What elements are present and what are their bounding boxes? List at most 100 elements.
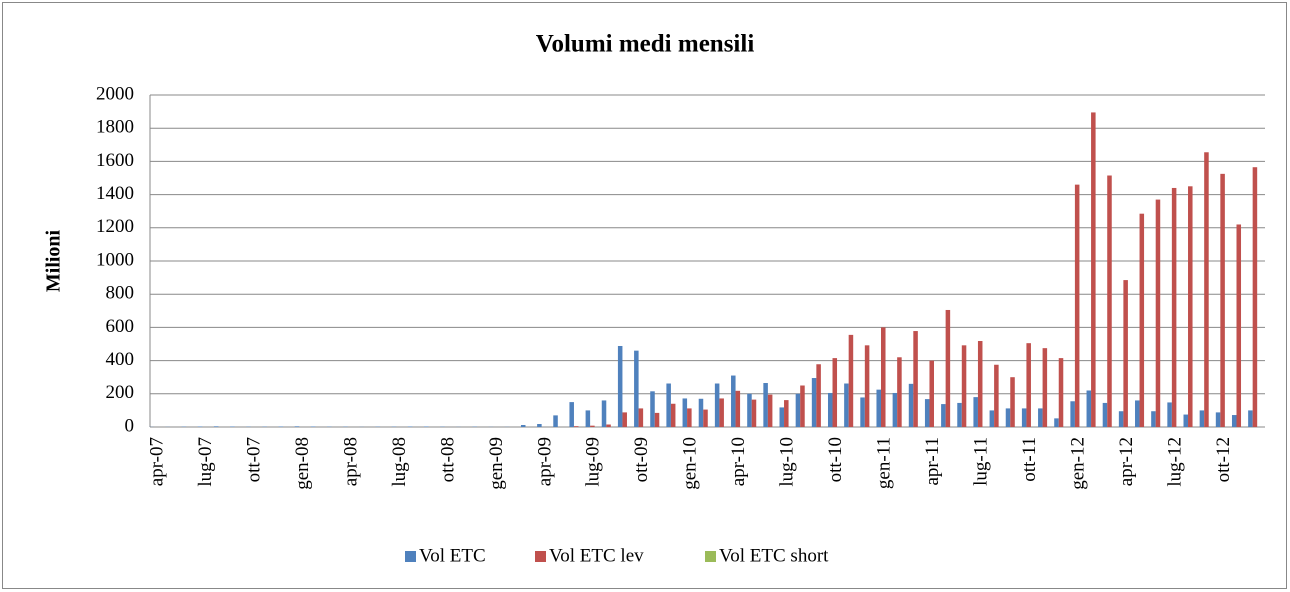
bar (913, 331, 918, 427)
bar (1199, 410, 1205, 427)
bar (573, 426, 579, 427)
bar (844, 383, 849, 427)
bar (897, 357, 902, 427)
bar (601, 400, 607, 427)
y-tick-label: 1600 (96, 150, 134, 171)
bar (1038, 408, 1043, 427)
bar (945, 309, 951, 427)
bar (763, 383, 768, 427)
x-tick-label: lug-10 (777, 437, 798, 487)
bar (811, 378, 817, 427)
bar (1086, 390, 1092, 427)
bar (860, 397, 865, 427)
bar (816, 364, 821, 427)
bar (892, 392, 898, 427)
y-tick-label: 1800 (96, 117, 134, 138)
bar (779, 407, 785, 427)
x-tick-label: gen-11 (874, 437, 895, 489)
bar (961, 345, 967, 427)
bar (1010, 377, 1015, 427)
y-tick-label: 1200 (96, 216, 134, 237)
y-axis-label: Milioni (43, 229, 65, 292)
bar (989, 410, 995, 427)
bar (800, 385, 805, 427)
bar (832, 358, 838, 427)
x-tick-label: lug-09 (583, 437, 604, 487)
bar (784, 400, 789, 427)
bar (682, 398, 688, 427)
bar (1118, 411, 1124, 427)
bar (1102, 402, 1108, 427)
bar (1042, 348, 1048, 427)
bar (908, 383, 914, 427)
bar (973, 397, 978, 427)
bar (634, 350, 639, 427)
y-tick-label: 1400 (96, 183, 134, 204)
bar (731, 375, 736, 427)
bar (1188, 186, 1193, 427)
bar (622, 412, 627, 427)
bar (1123, 280, 1128, 427)
bar (650, 391, 655, 427)
y-tick-label: 600 (106, 316, 135, 337)
legend-label: Vol ETC lev (549, 545, 644, 566)
bar (714, 383, 720, 427)
y-tick-label: 200 (106, 382, 135, 403)
x-tick-label: ott-11 (1019, 437, 1040, 482)
bar (1107, 175, 1112, 427)
bar (941, 404, 946, 427)
x-tick-label: ott-10 (825, 437, 846, 482)
x-tick-label: ott-08 (437, 437, 458, 482)
bar (1135, 400, 1140, 427)
bar (1021, 408, 1027, 427)
bar (1231, 415, 1237, 427)
x-tick-label: apr-07 (146, 437, 167, 486)
bar (977, 341, 983, 427)
bar (957, 402, 962, 427)
legend-label: Vol ETC (419, 545, 486, 566)
x-tick-label: apr-12 (1116, 437, 1137, 486)
bar (1171, 187, 1177, 427)
bar (929, 360, 934, 427)
bar (553, 415, 558, 427)
bar (670, 403, 676, 427)
bar (1204, 152, 1209, 427)
bar (294, 426, 300, 427)
bar (590, 425, 595, 427)
bar (827, 392, 833, 427)
bar (703, 409, 708, 427)
bar (638, 408, 644, 427)
y-tick-label: 400 (106, 349, 135, 370)
bar (994, 364, 999, 427)
y-tick-label: 0 (125, 415, 135, 436)
legend-swatch (535, 551, 546, 562)
bar (848, 334, 854, 427)
x-tick-label: ott-07 (243, 437, 264, 482)
bar (569, 402, 574, 427)
x-tick-label: gen-08 (292, 437, 313, 490)
chart-title: Volumi medi mensili (536, 31, 755, 58)
x-tick-label: gen-10 (680, 437, 701, 490)
bar (1151, 411, 1156, 427)
bar (876, 389, 881, 427)
bar (1054, 418, 1059, 427)
x-tick-label: apr-08 (340, 437, 361, 486)
bar (1155, 199, 1161, 427)
bar (864, 345, 870, 427)
legend-swatch (405, 551, 416, 562)
bar (1005, 408, 1011, 427)
bar (1026, 343, 1031, 427)
bar (585, 410, 591, 427)
bar (654, 412, 660, 427)
x-tick-label: lug-11 (971, 437, 992, 486)
bar (1236, 224, 1242, 427)
bar (1183, 414, 1189, 427)
x-tick-label: apr-11 (922, 437, 943, 486)
bar (213, 426, 219, 427)
bar (687, 408, 692, 427)
bar (1058, 358, 1064, 427)
bar (1074, 184, 1080, 427)
bar (537, 424, 542, 427)
